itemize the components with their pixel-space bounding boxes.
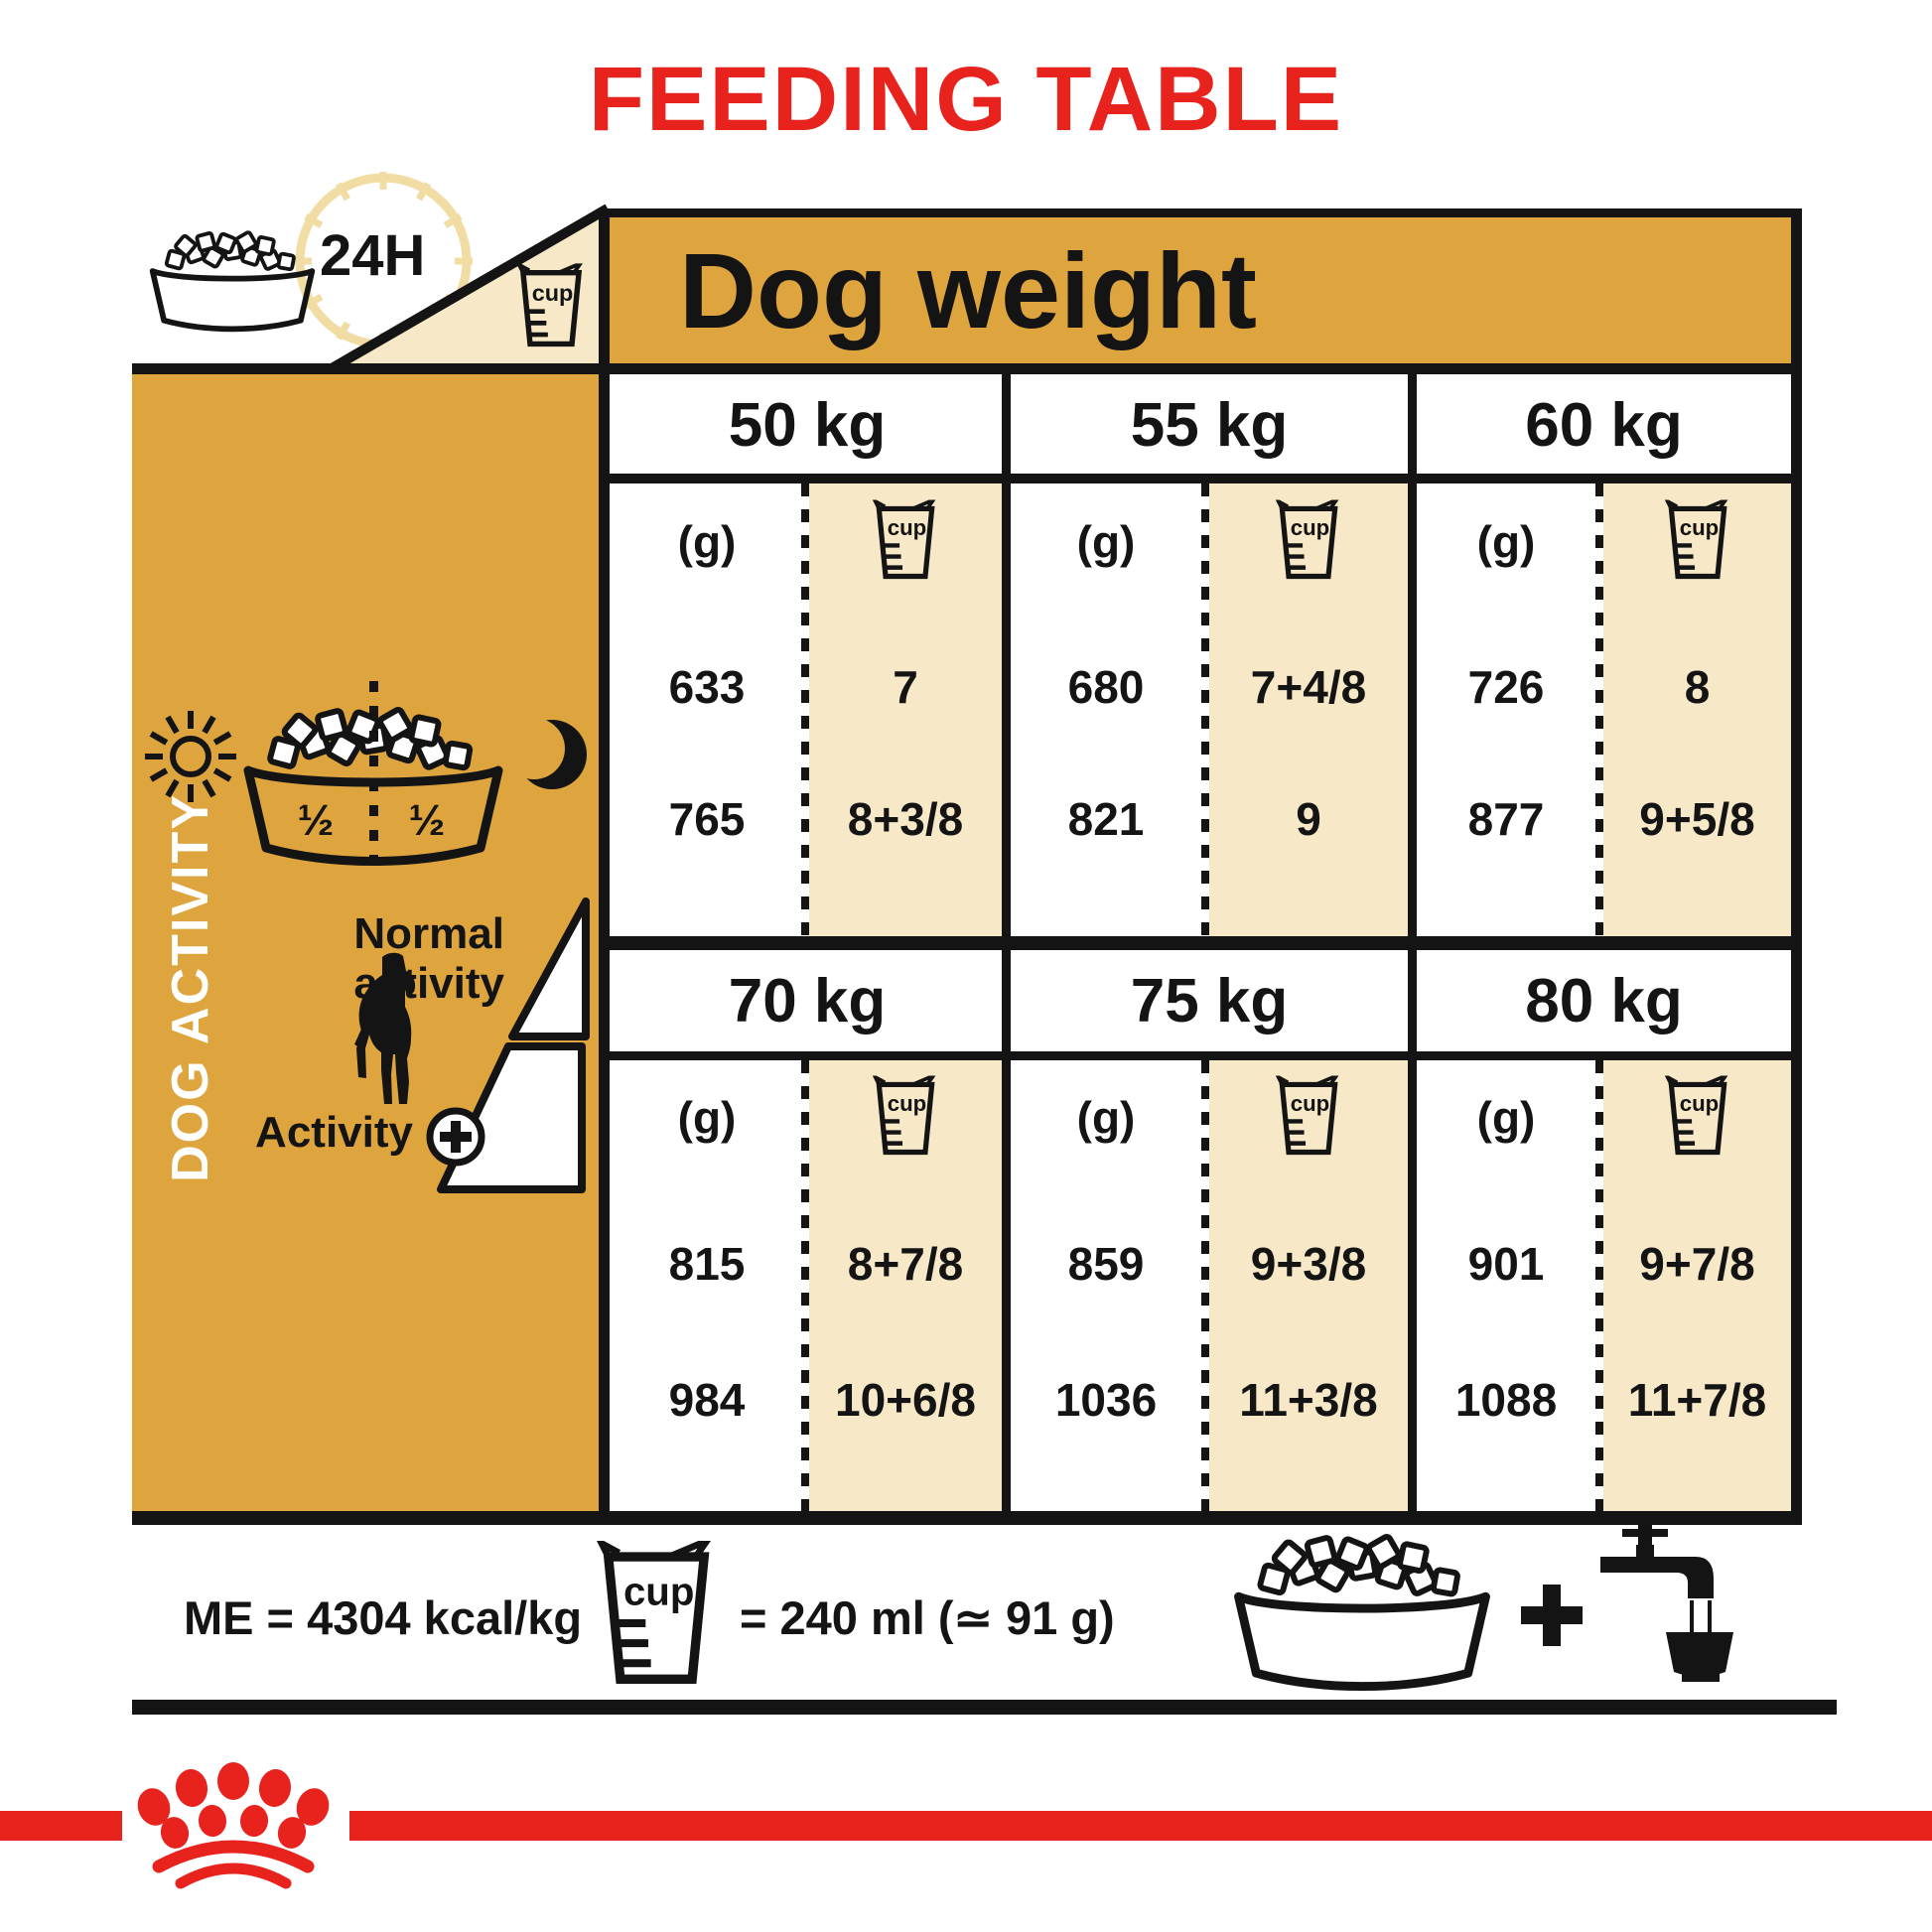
grams-unit-label: (g) bbox=[1076, 1092, 1136, 1144]
activity-plus-label: Activity bbox=[255, 1108, 413, 1157]
subcolumn-dashed-divider bbox=[1201, 483, 1209, 936]
metabolizable-energy-label: ME = 4304 kcal/kg bbox=[184, 1591, 583, 1644]
cup-icon bbox=[1661, 496, 1734, 586]
normal-activity-ramp-icon bbox=[508, 897, 590, 1040]
subcolumn-dashed-divider bbox=[801, 1060, 809, 1511]
grams-value: 821 bbox=[1067, 793, 1145, 845]
moon-icon bbox=[508, 718, 587, 789]
cups-value: 10+6/8 bbox=[835, 1374, 976, 1426]
cup-subcolumn-bg bbox=[1603, 483, 1791, 936]
dog-silhouette-icon bbox=[354, 952, 416, 1104]
cup-icon bbox=[1272, 1072, 1345, 1162]
grams-value: 901 bbox=[1467, 1238, 1545, 1290]
cups-value: 9+5/8 bbox=[1639, 793, 1755, 845]
grams-value: 1036 bbox=[1054, 1374, 1158, 1426]
border-under-header-row-2 bbox=[608, 1051, 1799, 1060]
subcolumn-dashed-divider bbox=[1595, 1060, 1603, 1511]
border-under-band bbox=[132, 363, 1802, 374]
sun-icon bbox=[145, 711, 236, 802]
cup-subcolumn-bg bbox=[809, 1060, 1002, 1511]
normal-activity-label: Normal activity bbox=[353, 909, 504, 1008]
weight-header: 50 kg bbox=[728, 391, 887, 460]
cup-icon bbox=[869, 1072, 942, 1162]
half-portion-left: ½ bbox=[297, 796, 335, 845]
border-under-header-row-1 bbox=[608, 474, 1799, 483]
border-between-bands bbox=[608, 936, 1799, 950]
weight-header: 55 kg bbox=[1130, 391, 1289, 460]
dog-weight-band bbox=[608, 217, 1791, 363]
dog-weight-label: Dog weight bbox=[679, 230, 1257, 350]
royal-canin-crown-paw-logo bbox=[137, 1762, 330, 1889]
cups-value: 9+3/8 bbox=[1250, 1238, 1367, 1290]
grams-value: 815 bbox=[668, 1238, 746, 1290]
cup-subcolumn-bg bbox=[1209, 483, 1408, 936]
plus-icon bbox=[1521, 1585, 1583, 1646]
subcolumn-dashed-divider bbox=[801, 483, 809, 936]
page-title: FEEDING TABLE bbox=[588, 49, 1344, 150]
border-left-columns bbox=[599, 208, 610, 1525]
cups-value: 7+4/8 bbox=[1250, 661, 1367, 713]
cup-icon bbox=[512, 260, 590, 353]
cups-value: 9 bbox=[1296, 793, 1321, 845]
cup-icon bbox=[1661, 1072, 1734, 1162]
grams-value: 859 bbox=[1067, 1238, 1145, 1290]
weight-header: 60 kg bbox=[1525, 391, 1683, 460]
grams-unit-label: (g) bbox=[1476, 1092, 1536, 1144]
weight-header: 75 kg bbox=[1130, 966, 1289, 1035]
weight-header: 80 kg bbox=[1525, 966, 1683, 1035]
weight-header: 70 kg bbox=[728, 966, 887, 1035]
meal-split-dotted-line bbox=[369, 681, 378, 860]
cup-subcolumn-bg bbox=[1603, 1060, 1791, 1511]
half-portion-right: ½ bbox=[408, 796, 446, 845]
grams-value: 984 bbox=[668, 1374, 746, 1426]
grams-value: 680 bbox=[1067, 661, 1145, 713]
border-right bbox=[1791, 208, 1802, 1525]
dog-activity-sidebar bbox=[132, 369, 608, 1511]
brand-stripe-left bbox=[0, 1811, 122, 1841]
grams-value: 633 bbox=[668, 661, 746, 713]
subcolumn-dashed-divider bbox=[1201, 1060, 1209, 1511]
grams-value: 877 bbox=[1467, 793, 1545, 845]
cup-subcolumn-bg bbox=[809, 483, 1002, 936]
plus-circle-icon bbox=[426, 1107, 485, 1167]
cups-value: 11+7/8 bbox=[1627, 1374, 1767, 1426]
border-bottom bbox=[132, 1511, 1802, 1525]
brand-stripe-right bbox=[349, 1811, 1932, 1841]
border-top bbox=[604, 208, 1802, 217]
grams-unit-label: (g) bbox=[1476, 516, 1536, 568]
food-bowl-icon bbox=[145, 230, 320, 335]
cup-icon bbox=[1272, 496, 1345, 586]
grams-value: 726 bbox=[1467, 661, 1545, 713]
cups-value: 7 bbox=[893, 661, 918, 713]
grams-unit-label: (g) bbox=[1076, 516, 1136, 568]
cup-volume-label: = 240 ml (≃ 91 g) bbox=[740, 1591, 1115, 1644]
cups-value: 8 bbox=[1684, 661, 1711, 713]
grams-unit-label: (g) bbox=[677, 1092, 737, 1144]
cup-icon bbox=[588, 1541, 725, 1690]
cup-subcolumn-bg bbox=[1209, 1060, 1408, 1511]
cups-value: 8+7/8 bbox=[847, 1238, 964, 1290]
grams-value: 765 bbox=[668, 793, 746, 845]
cup-icon bbox=[869, 496, 942, 586]
footer-divider bbox=[132, 1700, 1837, 1715]
food-bowl-icon bbox=[1213, 1534, 1511, 1695]
cups-value: 11+3/8 bbox=[1239, 1374, 1378, 1426]
grams-unit-label: (g) bbox=[677, 516, 737, 568]
cups-value: 9+7/8 bbox=[1639, 1238, 1755, 1290]
subcolumn-dashed-divider bbox=[1595, 483, 1603, 936]
duration-label: 24H bbox=[320, 223, 426, 288]
cups-value: 8+3/8 bbox=[847, 793, 964, 845]
water-tap-icon bbox=[1600, 1523, 1733, 1682]
grams-value: 1088 bbox=[1454, 1374, 1558, 1426]
